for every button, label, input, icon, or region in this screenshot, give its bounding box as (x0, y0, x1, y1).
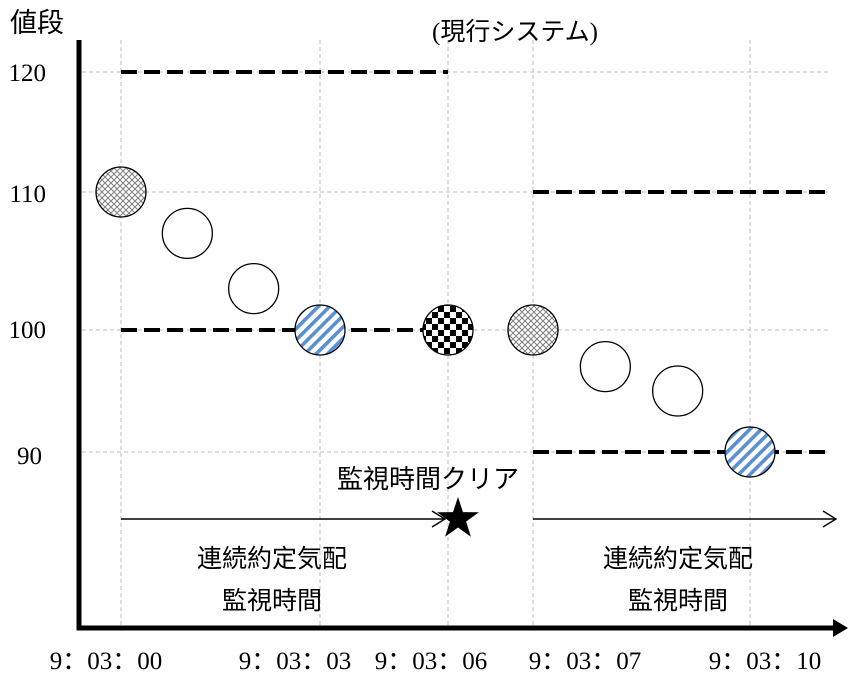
period-arrow-2 (533, 510, 838, 528)
y-axis-label: 値段 (10, 8, 64, 38)
period-arrow-head (822, 510, 838, 528)
x-tick-label-4: 9：03：07 (529, 648, 642, 675)
x-tick-label-3: 9：03：06 (375, 648, 488, 675)
marker-group (437, 497, 479, 537)
period-arrow-1 (121, 510, 447, 528)
marker-label: 監視時間クリア (337, 465, 519, 494)
y-tick-label-120: 120 (9, 60, 47, 87)
y-tick-label-90: 90 (17, 443, 42, 470)
data-point-8 (652, 365, 704, 417)
star-marker (437, 497, 479, 537)
y-tick-label-110: 110 (9, 181, 46, 208)
period-arrow-head (431, 510, 447, 528)
period-2-label-line1: 連続約定気配 (603, 545, 753, 573)
axes (76, 40, 848, 637)
data-point-2 (161, 207, 213, 260)
period-1-label-line2: 監視時間 (222, 587, 322, 615)
y-tick-label-100: 100 (9, 317, 47, 344)
x-axis-arrowhead (833, 619, 848, 637)
data-point-6 (507, 304, 559, 356)
data-point-1 (95, 166, 147, 218)
x-tick-label-5: 9：03：10 (709, 648, 822, 675)
data-point-3 (228, 262, 280, 315)
data-point-4 (294, 304, 346, 356)
data-point-5 (422, 304, 474, 356)
x-tick-label-2: 9：03：03 (239, 648, 352, 675)
x-tick-label-1: 9：03：00 (50, 648, 163, 675)
data-points (95, 166, 776, 478)
dashed-limit-lines (121, 70, 832, 454)
data-point-9 (724, 426, 776, 478)
chart-title: (現行システム) (432, 18, 598, 46)
monitoring-period-arrows (121, 510, 838, 528)
period-2-label-line2: 監視時間 (628, 587, 728, 615)
data-point-7 (579, 340, 631, 393)
period-1-label-line1: 連続約定気配 (197, 545, 347, 573)
